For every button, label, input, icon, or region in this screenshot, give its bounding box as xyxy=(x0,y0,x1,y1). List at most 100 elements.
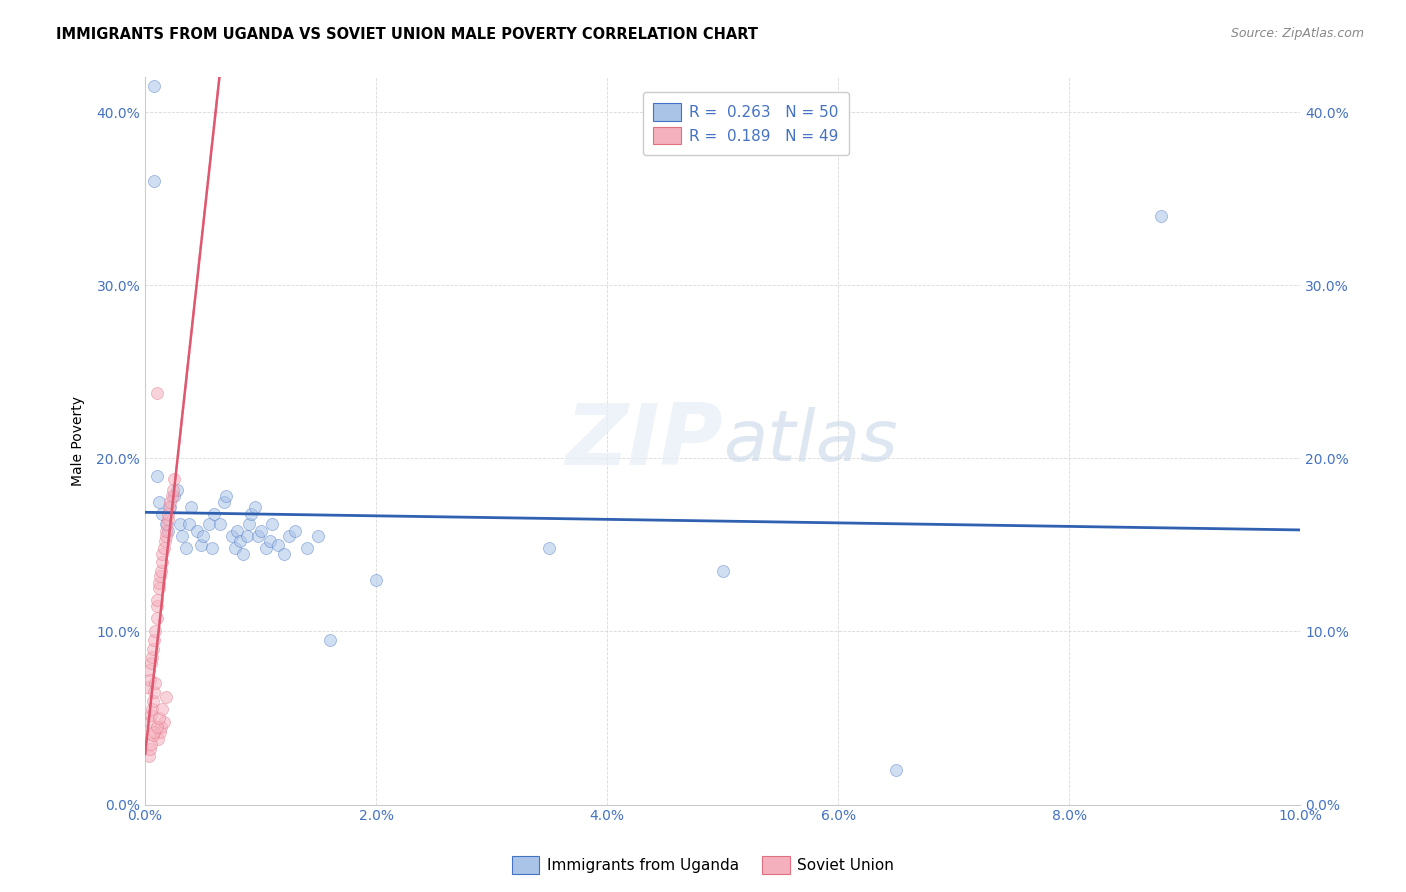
Point xyxy=(142,694,165,708)
Point xyxy=(139,707,162,722)
Point xyxy=(157,507,180,521)
Point xyxy=(143,633,166,648)
Point xyxy=(142,728,165,742)
Point xyxy=(138,742,160,756)
Point xyxy=(229,534,252,549)
Point xyxy=(259,534,281,549)
Point xyxy=(538,541,561,556)
Point xyxy=(221,529,243,543)
Point xyxy=(238,517,260,532)
Point xyxy=(145,610,167,624)
Point xyxy=(190,538,212,552)
Point xyxy=(319,633,342,648)
Point xyxy=(155,517,177,532)
Point xyxy=(152,702,174,716)
Point xyxy=(254,541,277,556)
Point xyxy=(249,524,271,538)
Text: Source: ZipAtlas.com: Source: ZipAtlas.com xyxy=(1230,27,1364,40)
Point xyxy=(145,720,167,734)
Point xyxy=(160,490,183,504)
Point xyxy=(141,650,163,665)
Point xyxy=(157,512,180,526)
Point xyxy=(163,472,186,486)
Point xyxy=(166,483,188,497)
Point xyxy=(212,494,235,508)
Point xyxy=(152,555,174,569)
Legend: Immigrants from Uganda, Soviet Union: Immigrants from Uganda, Soviet Union xyxy=(506,850,900,880)
Point xyxy=(150,720,173,734)
Point xyxy=(138,714,160,729)
Point xyxy=(143,725,166,739)
Point xyxy=(1150,209,1173,223)
Point xyxy=(232,547,254,561)
Point xyxy=(295,541,318,556)
Point xyxy=(145,593,167,607)
Point xyxy=(284,524,307,538)
Point xyxy=(148,711,170,725)
Point xyxy=(142,641,165,656)
Point xyxy=(148,581,170,595)
Point xyxy=(152,541,174,556)
Point xyxy=(138,663,160,677)
Point xyxy=(159,500,181,514)
Point xyxy=(157,524,180,538)
Point xyxy=(278,529,301,543)
Point xyxy=(191,529,214,543)
Point xyxy=(262,517,284,532)
Point xyxy=(136,680,159,694)
Point xyxy=(197,517,219,532)
Point xyxy=(149,725,172,739)
Point xyxy=(226,524,249,538)
Legend: R =  0.263   N = 50, R =  0.189   N = 49: R = 0.263 N = 50, R = 0.189 N = 49 xyxy=(643,93,849,155)
Point xyxy=(148,494,170,508)
Point xyxy=(209,517,232,532)
Point xyxy=(141,702,163,716)
Point xyxy=(155,529,177,543)
Point xyxy=(145,599,167,613)
Point xyxy=(146,731,169,746)
Point xyxy=(186,524,208,538)
Point xyxy=(364,573,387,587)
Text: IMMIGRANTS FROM UGANDA VS SOVIET UNION MALE POVERTY CORRELATION CHART: IMMIGRANTS FROM UGANDA VS SOVIET UNION M… xyxy=(56,27,758,42)
Point xyxy=(149,569,172,583)
Point xyxy=(152,507,174,521)
Point xyxy=(150,564,173,578)
Point xyxy=(243,500,266,514)
Point xyxy=(145,468,167,483)
Point xyxy=(202,507,225,521)
Point xyxy=(155,690,177,705)
Point xyxy=(153,534,176,549)
Point xyxy=(169,517,191,532)
Point xyxy=(143,174,166,188)
Point xyxy=(273,547,295,561)
Point xyxy=(170,529,193,543)
Point xyxy=(235,529,257,543)
Point xyxy=(152,714,174,729)
Point xyxy=(155,524,177,538)
Point xyxy=(711,564,734,578)
Point xyxy=(152,547,174,561)
Point xyxy=(145,676,167,690)
Text: ZIP: ZIP xyxy=(565,400,723,483)
Point xyxy=(145,385,167,400)
Point xyxy=(148,576,170,591)
Point xyxy=(174,541,197,556)
Point xyxy=(143,685,166,699)
Point xyxy=(215,490,238,504)
Point xyxy=(138,749,160,764)
Point xyxy=(180,500,202,514)
Point xyxy=(145,624,167,639)
Y-axis label: Male Poverty: Male Poverty xyxy=(72,396,86,486)
Point xyxy=(224,541,246,556)
Point xyxy=(139,737,162,751)
Point xyxy=(240,507,263,521)
Point xyxy=(143,79,166,94)
Point xyxy=(162,483,184,497)
Point xyxy=(201,541,224,556)
Text: atlas: atlas xyxy=(723,407,897,475)
Point xyxy=(267,538,290,552)
Point xyxy=(159,494,181,508)
Point xyxy=(177,517,200,532)
Point xyxy=(247,529,270,543)
Point xyxy=(307,529,329,543)
